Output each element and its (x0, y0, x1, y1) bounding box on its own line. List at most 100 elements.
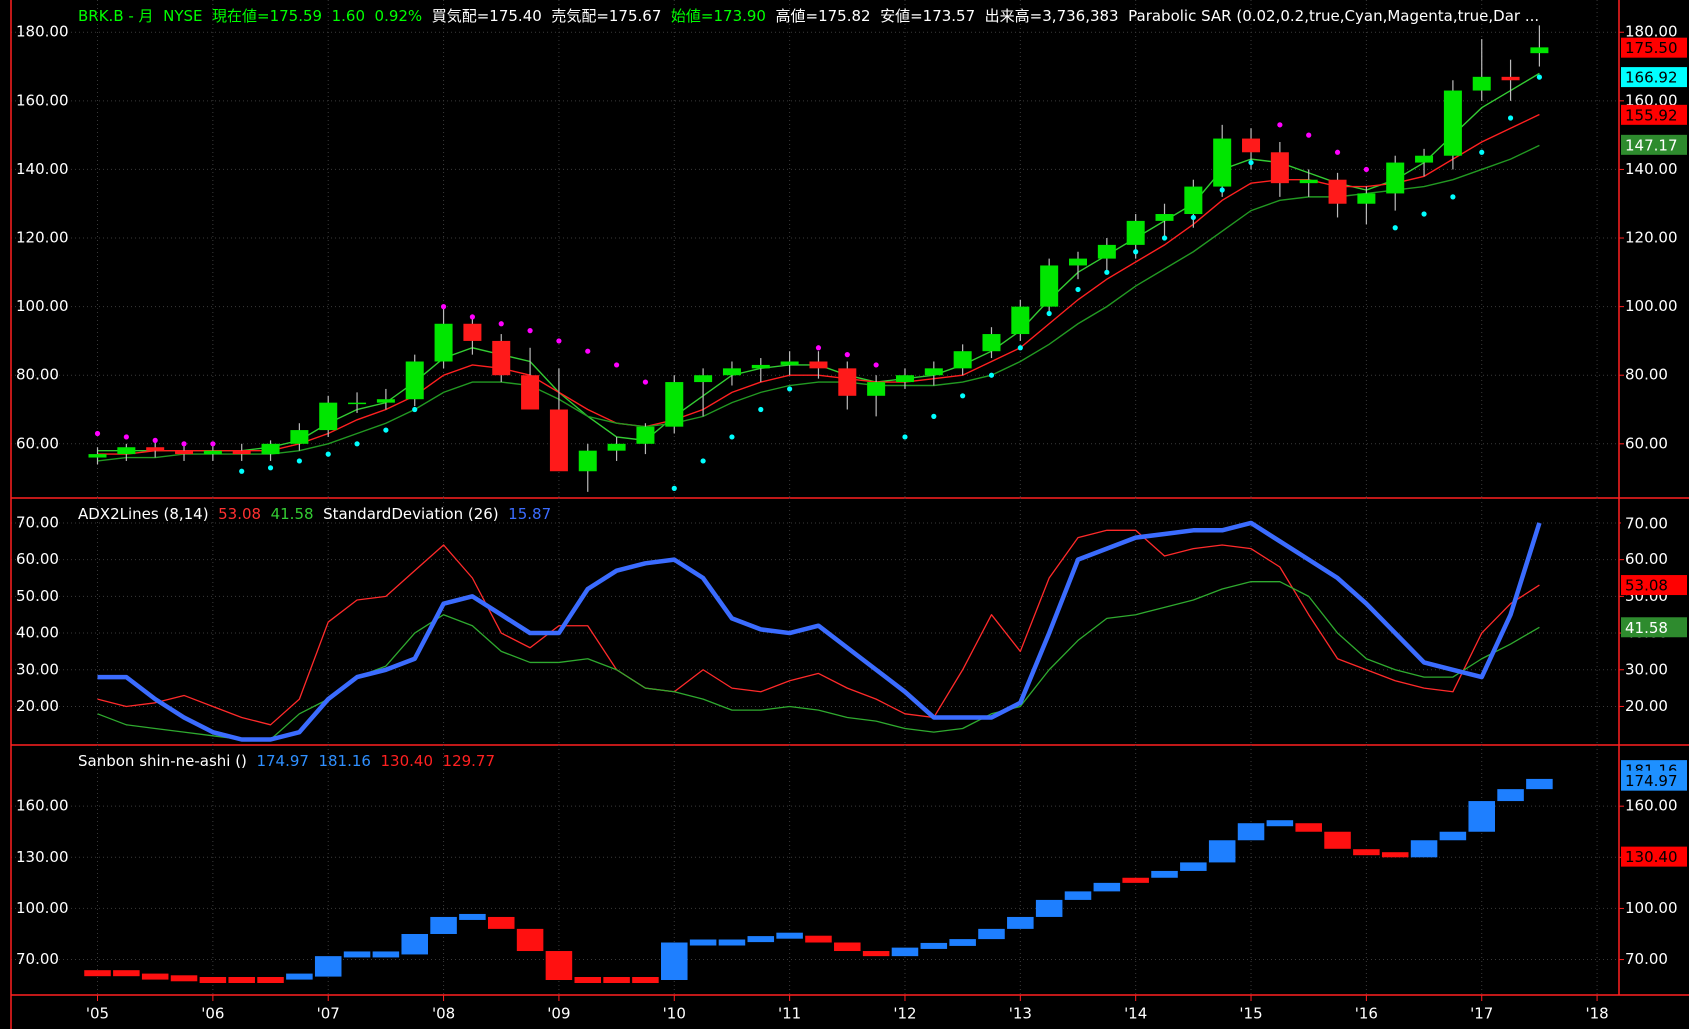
candle-body (1415, 155, 1434, 163)
step-block (1353, 849, 1380, 856)
moving-average-line (97, 113, 1540, 455)
step-block (372, 951, 400, 958)
panel-title: Sanbon shin-ne-ashi () 174.97 181.16 130… (78, 752, 495, 770)
step-block (1180, 862, 1207, 871)
panel-title: ADX2Lines (8,14) 53.08 41.58 StandardDev… (78, 505, 551, 523)
x-tick-label: '17 (1470, 1005, 1493, 1023)
step-block (141, 973, 169, 980)
step-block (1468, 801, 1495, 832)
candle-body (261, 443, 280, 455)
sar-dot (585, 348, 591, 354)
sar-dot (1161, 235, 1168, 241)
step-block (776, 932, 803, 939)
title-part: 41.58 (261, 505, 313, 523)
step-block (1497, 789, 1524, 802)
candle-body (549, 409, 568, 472)
price-tag-label: 175.50 (1625, 39, 1678, 57)
title-part: 高値=175.82 安値=173.57 出来高=3,736,383 Parabo… (766, 7, 1539, 25)
candle-body (1501, 76, 1520, 81)
sar-dot (787, 386, 793, 392)
sar-dot (1075, 286, 1081, 293)
candle-body (665, 382, 684, 427)
step-block (1324, 831, 1351, 849)
candle-body (434, 323, 453, 362)
price-tag (1621, 770, 1687, 791)
x-tick-label: '16 (1355, 1005, 1378, 1023)
title-part: Sanbon shin-ne-ashi () (78, 752, 247, 770)
sar-dot (844, 352, 850, 358)
candle-body (1270, 152, 1289, 184)
x-tick-label: '09 (547, 1005, 570, 1023)
candle-body (203, 450, 222, 455)
candle-body (636, 426, 655, 444)
candle-body (88, 454, 107, 458)
sar-dot (729, 434, 735, 440)
sar-dot (210, 441, 216, 447)
y-tick-label: 100.00 (1625, 899, 1678, 917)
sar-dot (1017, 345, 1023, 351)
price-tag (1621, 575, 1687, 596)
step-block (949, 939, 976, 946)
sar-dot (412, 406, 418, 413)
candle-body (1155, 214, 1174, 221)
price-tag (1621, 512, 1687, 533)
title-part: ADX2Lines (8,14) (78, 505, 209, 523)
step-block (343, 951, 371, 958)
sar-dot (469, 314, 476, 320)
candle-body (607, 443, 626, 451)
price-tag-label: 147.17 (1625, 136, 1678, 154)
step-block (516, 928, 544, 952)
sar-dot (1334, 149, 1341, 155)
step-block (487, 916, 515, 929)
candle-body (175, 450, 194, 455)
price-tag-label: 166.92 (1625, 69, 1678, 87)
step-block (1093, 882, 1121, 892)
title-part: 130.40 (371, 752, 433, 770)
sar-dot (642, 379, 649, 385)
step-block (603, 977, 630, 984)
step-block (891, 947, 919, 957)
x-tick-label: '14 (1124, 1005, 1147, 1023)
indicator-line (97, 529, 1540, 726)
y-tick-label: 60.00 (16, 434, 59, 452)
candle-body (694, 375, 713, 383)
step-block (1237, 823, 1265, 841)
step-block (430, 916, 457, 934)
sar-dot (815, 345, 822, 351)
sar-dot (700, 458, 706, 464)
step-block (314, 956, 342, 977)
step-block (1035, 899, 1063, 917)
step-block (170, 975, 198, 982)
sar-dot (498, 321, 504, 327)
candle-body (521, 375, 540, 410)
price-tag (1621, 134, 1687, 155)
candle-body (117, 447, 136, 455)
candle-body (1040, 265, 1059, 307)
y-tick-label: 160.00 (16, 91, 69, 109)
title-part: 174.97 (247, 752, 309, 770)
step-block (574, 977, 602, 984)
y-tick-label: 80.00 (16, 366, 59, 384)
step-block (747, 936, 775, 943)
step-block (1295, 823, 1322, 832)
title-part: 買気配=175.40 売気配=175.67 (422, 7, 661, 25)
sar-dot (1479, 149, 1485, 155)
candle-body (1242, 138, 1261, 153)
step-block (834, 942, 861, 952)
title-part: 始値=173.90 (661, 7, 766, 25)
y-tick-label: 20.00 (1625, 697, 1668, 715)
sar-dot (873, 362, 879, 368)
price-tag (1621, 104, 1687, 125)
candle-body (232, 450, 251, 455)
step-block (689, 939, 717, 946)
y-tick-label: 120.00 (16, 229, 69, 247)
step-block (920, 942, 948, 949)
y-tick-label: 60.00 (16, 550, 59, 568)
candle-body (578, 450, 597, 472)
sar-dot (527, 328, 533, 334)
sar-dot (960, 393, 966, 399)
price-tag-label: 53.08 (1625, 577, 1668, 595)
sar-dot (1219, 187, 1225, 193)
y-tick-label: 120.00 (1625, 229, 1678, 247)
